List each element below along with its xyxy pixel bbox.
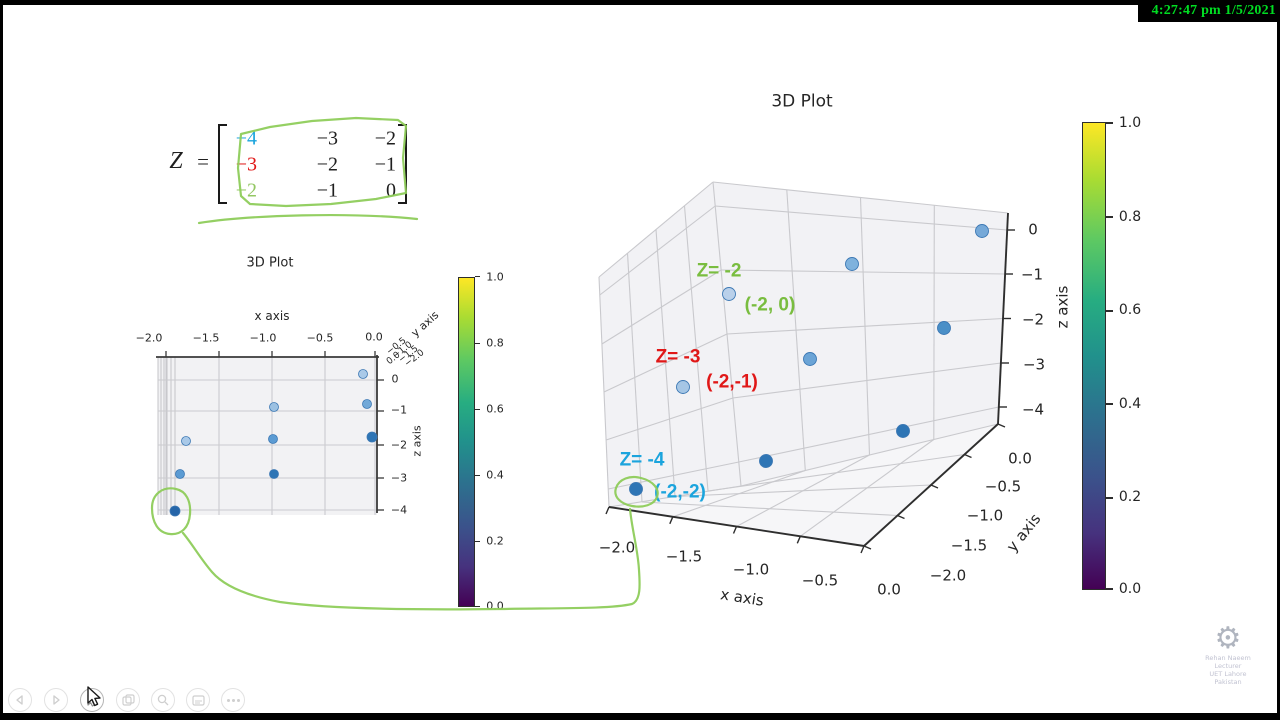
large-plot-y-tick: −2.0: [929, 566, 967, 585]
gear-icon: ⚙: [1214, 621, 1242, 656]
small-colorbar-tick: [475, 409, 480, 411]
large-colorbar-tick: [1106, 122, 1113, 124]
frames-button[interactable]: [116, 688, 140, 712]
small-plot-z-tick: −2: [390, 438, 408, 452]
watermark-line: Pakistan: [1214, 678, 1242, 687]
large-3d-plot: [598, 181, 1015, 554]
small-plot-z-tick: −4: [390, 503, 408, 517]
small-plot-z-tick: −3: [390, 471, 408, 485]
small-colorbar-tick: [475, 475, 480, 477]
matrix-left-bracket: [218, 124, 227, 204]
large-plot-x-tick: −2.0: [598, 538, 636, 557]
watermark-line: Rehan Naeem: [1205, 654, 1251, 662]
large-plot-title: 3D Plot: [771, 91, 833, 112]
small-colorbar-tick: [475, 606, 480, 608]
screen-icon: [191, 694, 205, 706]
more-icon: [226, 698, 230, 702]
small-plot-x-tick: −0.5: [306, 331, 334, 345]
annotation-z-cyan: Z= -4: [619, 449, 665, 471]
large-colorbar-tick: [1106, 588, 1113, 590]
small-colorbar-tick: [475, 343, 480, 345]
right-border: [1277, 0, 1280, 720]
play-icon: [53, 695, 60, 705]
large-plot-points: [629, 224, 989, 496]
small-plot-zaxis-label: z axis: [410, 425, 424, 457]
large-colorbar-tick: [1106, 497, 1113, 499]
large-colorbar-tick: [1106, 310, 1113, 312]
small-colorbar-label: 0.0: [486, 599, 504, 613]
small-colorbar-label: 0.4: [486, 468, 504, 482]
timestamp-text: 4:27:47 pm 1/5/2021: [1151, 3, 1276, 18]
large-plot-y-tick: 0.0: [1008, 449, 1032, 468]
small-colorbar-tick: [475, 541, 480, 543]
large-plot-z-tick: −1: [1020, 265, 1044, 284]
large-colorbar-label: 0.4: [1118, 396, 1142, 412]
frames-icon: [121, 694, 135, 706]
annotation-point-cyan: (-2,-2): [654, 481, 706, 503]
play-button[interactable]: [44, 688, 68, 712]
large-colorbar-tick: [1106, 403, 1113, 405]
small-plot-z-tick: 0: [391, 372, 399, 386]
large-colorbar-label: 0.2: [1118, 489, 1142, 505]
watermark-line: Lecturer: [1214, 662, 1242, 671]
large-colorbar-label: 0.0: [1118, 581, 1142, 597]
large-plot-y-tick: −0.5: [984, 477, 1022, 496]
mouse-cursor: [87, 686, 101, 707]
timestamp-overlay: 4:27:47 pm 1/5/2021: [1138, 0, 1280, 22]
annotation-point-red: (-2,-1): [706, 371, 758, 393]
large-plot-z-tick: −2: [1021, 310, 1045, 329]
bottom-border: [0, 713, 1280, 720]
watermark-line: UET Lahore: [1209, 670, 1247, 679]
small-plot-z-tick: −1: [390, 403, 408, 417]
large-plot-y-tick: −1.5: [950, 536, 988, 555]
large-colorbar-label: 0.8: [1118, 209, 1142, 225]
large-plot-zaxis-label: z axis: [1053, 285, 1072, 329]
small-3d-plot: [156, 351, 384, 517]
small-colorbar-label: 0.8: [486, 336, 504, 350]
large-plot-x-tick: −1.0: [732, 560, 770, 579]
large-plot-x-tick: −0.5: [801, 571, 839, 590]
zoom-icon: [157, 694, 169, 706]
large-plot-z-tick: −4: [1021, 400, 1045, 419]
large-plot-x-tick: 0.0: [877, 580, 901, 599]
previous-icon: [16, 695, 23, 705]
small-colorbar-label: 0.2: [486, 534, 504, 548]
small-colorbar-tick: [475, 276, 480, 278]
annotation-z-green: Z= -2: [696, 260, 742, 282]
small-plot-xaxis-label: x axis: [254, 309, 290, 323]
matrix-lhs: Z: [169, 148, 183, 174]
more-button[interactable]: [221, 688, 245, 712]
left-border: [0, 0, 3, 720]
small-plot-x-tick: 0.0: [365, 330, 383, 344]
small-colorbar-label: 1.0: [486, 270, 504, 284]
zoom-button[interactable]: [151, 688, 175, 712]
watermark: ⚙ Rehan Naeem Lecturer UET Lahore Pakist…: [1196, 624, 1260, 687]
large-colorbar: [1082, 122, 1106, 590]
annotation-point-green: (-2, 0): [744, 294, 796, 316]
small-plot-title: 3D Plot: [246, 255, 294, 271]
matrix-equals: =: [197, 149, 209, 174]
large-colorbar-tick: [1106, 216, 1113, 218]
large-plot-x-tick: −1.5: [665, 547, 703, 566]
small-plot-x-tick: −1.5: [192, 331, 220, 345]
large-colorbar-label: 0.6: [1118, 302, 1142, 318]
small-colorbar-label: 0.6: [486, 402, 504, 416]
small-colorbar: [458, 277, 475, 607]
previous-button[interactable]: [8, 688, 32, 712]
large-plot-y-tick: −1.0: [966, 506, 1004, 525]
screen-button[interactable]: [186, 688, 210, 712]
top-border: [0, 0, 1280, 5]
large-plot-z-tick: 0: [1028, 220, 1038, 239]
large-plot-z-tick: −3: [1022, 355, 1046, 374]
small-plot-x-tick: −2.0: [135, 331, 163, 345]
annotation-z-red: Z= -3: [655, 346, 701, 368]
small-plot-x-tick: −1.0: [249, 331, 277, 345]
large-colorbar-label: 1.0: [1118, 115, 1142, 131]
